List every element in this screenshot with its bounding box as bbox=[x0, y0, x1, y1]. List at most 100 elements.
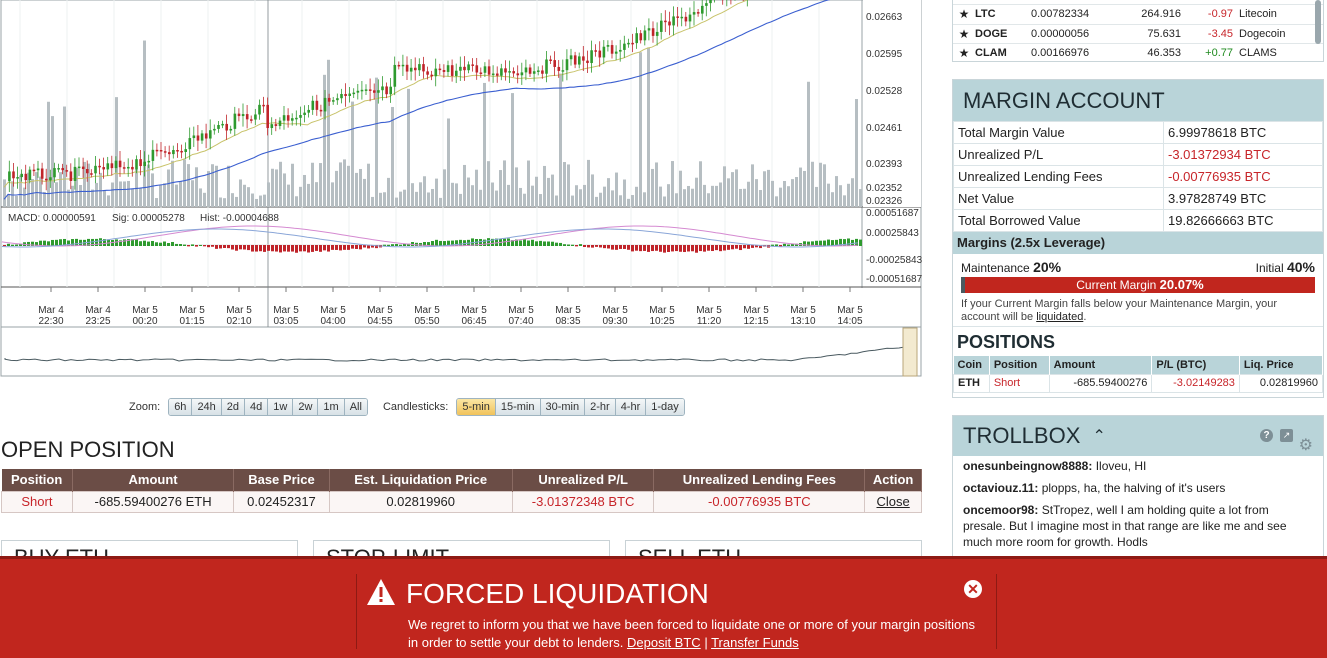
column-header[interactable]: P/L (BTC) bbox=[1151, 356, 1240, 374]
column-header[interactable]: Position bbox=[989, 356, 1050, 374]
column-header[interactable]: Action bbox=[864, 469, 922, 491]
margin-row-label: Total Margin Value bbox=[953, 121, 1164, 144]
zoom-option-all[interactable]: All bbox=[344, 399, 367, 415]
favorite-star-icon[interactable]: ★ bbox=[953, 43, 975, 61]
help-icon[interactable]: ? bbox=[1260, 429, 1273, 442]
zoom-option-2d[interactable]: 2d bbox=[221, 399, 246, 415]
collapse-icon[interactable]: ⌃ bbox=[1092, 428, 1106, 445]
volume-bar bbox=[435, 178, 438, 207]
unrealized-pl: -3.01372348 BTC bbox=[511, 490, 655, 513]
transfer-funds-link[interactable]: Transfer Funds bbox=[711, 635, 799, 650]
close-position-link[interactable]: Close bbox=[876, 494, 910, 509]
volume-bar bbox=[791, 179, 794, 207]
macd-histogram-bar bbox=[487, 238, 490, 246]
volume-bar bbox=[655, 162, 658, 207]
macd-histogram-bar bbox=[803, 241, 806, 246]
market-volume: 46.353 bbox=[1101, 43, 1181, 61]
volume-bar bbox=[195, 167, 198, 207]
zoom-option-24h[interactable]: 24h bbox=[192, 399, 222, 415]
volume-bar bbox=[63, 106, 66, 207]
macd-histogram-bar bbox=[855, 238, 858, 246]
macd-histogram-bar bbox=[131, 239, 134, 246]
macd-histogram-bar bbox=[35, 242, 38, 246]
banner-separator: | bbox=[704, 635, 708, 650]
time-tick-time: 23:25 bbox=[85, 316, 110, 327]
zoom-option-1m[interactable]: 1m bbox=[318, 399, 345, 415]
column-header[interactable]: Liq. Price bbox=[1239, 356, 1324, 374]
popout-icon[interactable]: ↗ bbox=[1280, 429, 1293, 442]
candle-option-5-min[interactable]: 5-min bbox=[457, 399, 496, 415]
candle-option-1-day[interactable]: 1-day bbox=[646, 399, 684, 415]
macd-histogram-bar bbox=[675, 245, 678, 252]
zoom-option-2w[interactable]: 2w bbox=[293, 399, 319, 415]
volume-bar bbox=[643, 192, 646, 207]
candle-option-2-hr[interactable]: 2-hr bbox=[585, 399, 616, 415]
chat-username[interactable]: onesunbeingnow8888: bbox=[963, 459, 1093, 473]
candle-body bbox=[237, 113, 241, 117]
volume-bar bbox=[143, 40, 146, 208]
volume-bar bbox=[731, 172, 734, 207]
macd-histogram-bar bbox=[7, 243, 10, 246]
buy-panel: BUY ETH bbox=[1, 540, 298, 556]
column-header[interactable]: Amount bbox=[72, 469, 235, 491]
favorite-star-icon[interactable]: ★ bbox=[953, 24, 975, 44]
banner-divider-right bbox=[996, 574, 997, 649]
market-row[interactable]: ★ LTC 0.00782334 264.916 -0.97 Litecoin bbox=[953, 5, 1323, 25]
macd-histogram-bar bbox=[455, 240, 458, 246]
volume-bar bbox=[535, 176, 538, 207]
column-header[interactable]: Unrealized P/L bbox=[512, 469, 655, 491]
stop-limit-panel: STOP-LIMIT bbox=[313, 540, 610, 556]
macd-histogram-bar bbox=[123, 239, 126, 246]
margin-account-title: MARGIN ACCOUNT bbox=[953, 80, 1323, 121]
candle-body bbox=[696, 12, 700, 14]
margin-row-label: Total Borrowed Value bbox=[953, 209, 1164, 232]
column-header[interactable]: Coin bbox=[953, 356, 990, 374]
candle-option-4-hr[interactable]: 4-hr bbox=[615, 399, 647, 415]
macd-histogram-bar bbox=[423, 241, 426, 246]
volume-bar bbox=[471, 185, 474, 207]
candle-body bbox=[438, 68, 442, 71]
chart-canvas[interactable]: 0.02663 0.02595 0.02528 0.02461 0.02393 0.023… bbox=[0, 0, 922, 378]
chat-username[interactable]: octaviouz.11: bbox=[963, 481, 1039, 495]
volume-bar bbox=[739, 188, 742, 207]
zoom-option-4d[interactable]: 4d bbox=[245, 399, 269, 415]
column-header[interactable]: Amount bbox=[1049, 356, 1153, 374]
macd-histogram-bar bbox=[55, 239, 58, 246]
favorite-star-icon[interactable]: ★ bbox=[953, 5, 975, 25]
current-margin-label: Current Margin bbox=[1076, 278, 1157, 292]
banner-close-icon[interactable]: ✕ bbox=[964, 580, 982, 598]
volume-bar bbox=[291, 163, 294, 207]
column-header[interactable]: Base Price bbox=[233, 469, 330, 491]
table-row: Net Value 3.97828749 BTC bbox=[953, 187, 1323, 210]
volume-bar bbox=[603, 186, 606, 207]
chat-message: oncemoor98: StTropez, well I am holding … bbox=[963, 502, 1313, 550]
liquidated-link[interactable]: liquidated bbox=[1036, 311, 1084, 323]
market-row[interactable]: ★ CLAM 0.00166976 46.353 +0.77 CLAMS bbox=[953, 43, 1323, 61]
macd-histogram-bar bbox=[351, 245, 354, 249]
zoom-option-1w[interactable]: 1w bbox=[268, 399, 294, 415]
candle-option-30-min[interactable]: 30-min bbox=[540, 399, 586, 415]
column-header[interactable]: Position bbox=[1, 469, 73, 491]
macd-histogram-bar bbox=[291, 245, 294, 252]
volume-bar bbox=[591, 174, 594, 207]
macd-histogram-bar bbox=[183, 244, 186, 246]
deposit-btc-link[interactable]: Deposit BTC bbox=[626, 635, 701, 650]
macd-histogram-bar bbox=[163, 241, 166, 246]
market-row[interactable]: ★ DOGE 0.00000056 75.631 -3.45 Dogecoin bbox=[953, 24, 1323, 44]
zoom-option-6h[interactable]: 6h bbox=[169, 399, 193, 415]
macd-histogram-bar bbox=[267, 245, 270, 251]
macd-sig-readout: Sig: 0.00005278 bbox=[112, 213, 185, 224]
volume-bar bbox=[711, 185, 714, 207]
chat-username[interactable]: oncemoor98: bbox=[963, 503, 1039, 517]
margin-row-label: Net Value bbox=[953, 187, 1164, 210]
column-header[interactable]: Est. Liquidation Price bbox=[329, 469, 513, 491]
macd-histogram-bar bbox=[711, 245, 714, 252]
settings-icon[interactable]: ⚙ bbox=[1298, 437, 1313, 454]
markets-scrollbar[interactable] bbox=[1315, 0, 1321, 44]
candle-option-15-min[interactable]: 15-min bbox=[495, 399, 541, 415]
candle-body bbox=[578, 56, 581, 65]
volume-bar bbox=[323, 74, 326, 207]
volume-bar bbox=[575, 185, 578, 207]
column-header[interactable]: Unrealized Lending Fees bbox=[653, 469, 866, 491]
price-chart[interactable]: 0.02663 0.02595 0.02528 0.02461 0.02393 0.023… bbox=[0, 0, 922, 378]
